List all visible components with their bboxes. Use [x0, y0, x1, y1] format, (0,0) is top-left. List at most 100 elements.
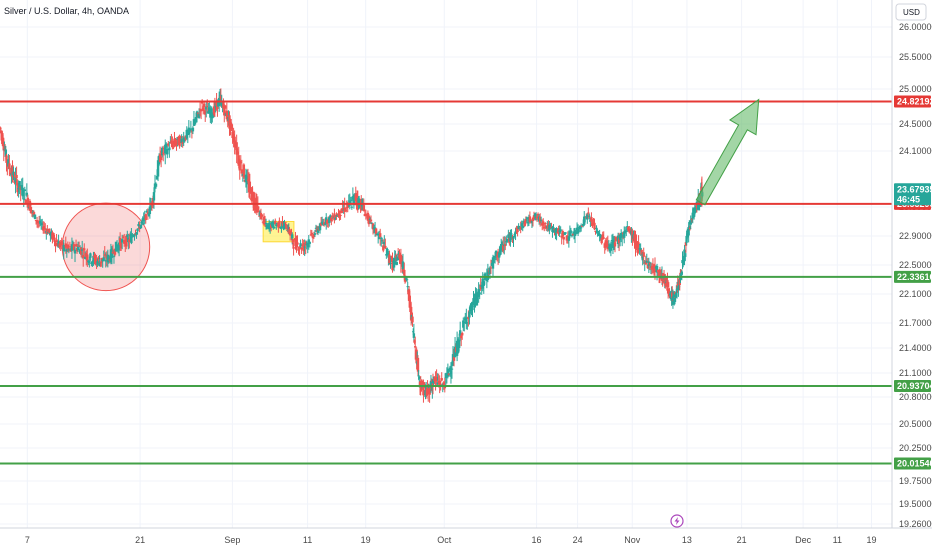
candle-body: [568, 231, 572, 237]
candle-body: [261, 221, 265, 223]
candle-body: [690, 219, 693, 223]
candle-body: [309, 234, 313, 236]
candle-body: [457, 339, 461, 349]
candle-body: [650, 266, 654, 270]
candle-body: [95, 258, 98, 262]
candle-body: [86, 254, 89, 261]
candle-body: [284, 222, 287, 224]
candle-body: [424, 390, 427, 397]
candle-body: [306, 242, 309, 248]
candle-body: [329, 215, 332, 219]
candle-body: [452, 357, 456, 361]
candle-body: [466, 322, 469, 324]
candle-body: [316, 229, 320, 233]
y-tick-label: 19.75000: [899, 476, 932, 486]
candle-body: [431, 383, 435, 386]
x-tick-label: 16: [532, 535, 542, 545]
candle-body: [606, 243, 610, 250]
candle-body: [22, 198, 25, 200]
candle-body: [144, 214, 147, 221]
candle-body: [4, 149, 8, 157]
candle-body: [194, 117, 198, 122]
candle-body: [510, 233, 513, 235]
candle-body: [28, 200, 32, 211]
candle-body: [82, 255, 85, 259]
candle-body: [111, 251, 115, 254]
candle-body: [376, 233, 380, 236]
level-badge-label-0: 24.82192: [897, 96, 932, 106]
candle-body: [260, 214, 264, 217]
y-tick-label: 20.50000: [899, 419, 932, 429]
candle-body: [319, 222, 323, 226]
candle-body: [435, 376, 438, 381]
candle-body: [222, 101, 225, 109]
candle-body: [583, 216, 586, 225]
candle-body: [12, 171, 15, 176]
candle-body: [560, 235, 563, 238]
candle-body: [695, 204, 699, 208]
candle-body: [322, 222, 326, 225]
candle-body: [334, 218, 337, 220]
candle-body: [625, 230, 628, 232]
x-tick-label: 24: [573, 535, 583, 545]
candle-body: [15, 174, 18, 179]
candle-body: [478, 292, 481, 295]
candle-body: [21, 187, 24, 197]
candle-body: [189, 128, 193, 130]
candle-body: [346, 203, 349, 208]
candle-body: [555, 228, 558, 234]
candle-body: [16, 182, 19, 193]
candle-body: [675, 288, 679, 292]
candle-body: [341, 208, 344, 212]
candle-body: [357, 197, 360, 206]
candle-body: [23, 189, 26, 192]
candle-body: [154, 183, 158, 187]
y-tick-label: 24.50000: [899, 119, 932, 129]
candle-body: [599, 234, 602, 240]
candle-body: [89, 253, 92, 258]
candle-body: [249, 187, 252, 189]
candle-body: [629, 228, 632, 233]
candle-body: [235, 142, 238, 155]
candle-body: [627, 226, 630, 231]
candle-body: [126, 235, 129, 237]
level-badge-2: [894, 270, 931, 283]
candle-body: [313, 233, 317, 235]
candle-body: [491, 257, 495, 269]
candle-body: [526, 222, 530, 224]
currency-button[interactable]: [895, 3, 927, 21]
y-tick-label: 21.10000: [899, 368, 932, 378]
candle-body: [135, 232, 138, 235]
candle-body: [93, 255, 96, 258]
candle-body: [307, 239, 310, 243]
candle-body: [77, 245, 81, 247]
y-tick-label: 22.10000: [899, 289, 932, 299]
candle-body: [323, 223, 327, 225]
candle-body: [14, 177, 17, 183]
candle-body: [238, 160, 241, 171]
candle-body: [299, 243, 302, 247]
candle-body: [416, 357, 420, 372]
candle-body: [265, 224, 269, 229]
candle-body: [107, 256, 111, 260]
candle-body: [450, 368, 454, 370]
candle-body: [523, 221, 526, 226]
candle-body: [88, 260, 91, 263]
candle-body: [685, 235, 688, 243]
candle-body: [620, 234, 624, 238]
candle-body: [648, 262, 652, 264]
candle-body: [559, 229, 562, 232]
candle-body: [178, 138, 181, 147]
candle-body: [688, 225, 691, 227]
candle-body: [513, 234, 516, 236]
candle-body: [486, 270, 490, 280]
candle-body: [200, 102, 204, 104]
candle-body: [230, 123, 233, 130]
candle-body: [501, 242, 504, 249]
candle-body: [338, 210, 341, 217]
candle-body: [594, 230, 597, 232]
x-tick-label: 19: [361, 535, 371, 545]
level-badge-4: [894, 457, 931, 470]
candle-body: [371, 223, 375, 230]
